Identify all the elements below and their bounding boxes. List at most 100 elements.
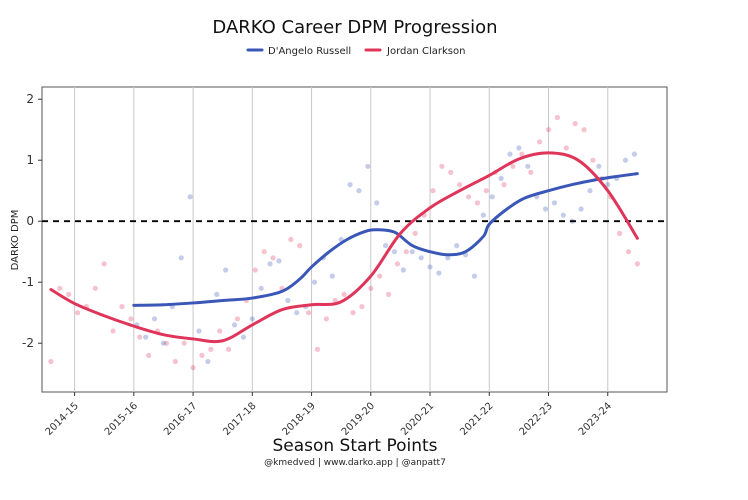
- scatter-point: [596, 163, 602, 169]
- scatter-point: [625, 249, 632, 255]
- legend-label-clarkson: Jordan Clarkson: [386, 46, 465, 57]
- scatter-points: [48, 114, 640, 371]
- scatter-point: [214, 291, 220, 297]
- scatter-point: [323, 316, 329, 322]
- scatter-point: [489, 194, 495, 200]
- scatter-point: [634, 261, 640, 267]
- scatter-point: [341, 291, 347, 297]
- scatter-point: [430, 188, 436, 194]
- x-tick-label: 2016-17: [162, 401, 199, 438]
- scatter-point: [231, 322, 238, 328]
- scatter-point: [631, 151, 638, 157]
- scatter-point: [445, 255, 451, 261]
- scatter-point: [128, 316, 134, 322]
- scatter-point: [294, 310, 300, 316]
- y-tick-label: 0: [26, 214, 34, 228]
- scatter-point: [48, 358, 54, 365]
- scatter-point: [359, 304, 365, 310]
- scatter-point: [178, 255, 184, 261]
- scatter-point: [427, 264, 433, 270]
- scatter-point: [471, 273, 478, 279]
- scatter-point: [190, 365, 196, 371]
- x-axis-title: Season Start Points: [272, 436, 437, 456]
- scatter-point: [285, 297, 291, 304]
- scatter-point: [146, 352, 152, 358]
- scatter-point: [226, 346, 232, 352]
- scatter-point: [385, 291, 392, 297]
- scatter-point: [560, 212, 566, 218]
- scatter-point: [305, 310, 312, 316]
- scatter-point: [525, 163, 531, 169]
- scatter-point: [448, 169, 454, 175]
- y-axis-title: DARKO DPM: [10, 210, 21, 271]
- scatter-point: [454, 243, 460, 249]
- scatter-point: [181, 340, 187, 346]
- x-tick-label: 2022-23: [518, 401, 555, 438]
- scatter-point: [199, 352, 205, 358]
- scatter-point: [474, 200, 481, 206]
- scatter-point: [261, 249, 267, 255]
- scatter-point: [551, 200, 558, 206]
- scatter-point: [267, 261, 273, 267]
- scatter-point: [383, 243, 389, 249]
- scatter-point: [519, 151, 525, 157]
- scatter-point: [439, 163, 445, 169]
- scatter-point: [314, 346, 321, 352]
- scatter-point: [249, 316, 255, 322]
- scatter-point: [110, 328, 116, 334]
- y-tick-label: -1: [22, 275, 34, 289]
- scatter-point: [163, 340, 170, 346]
- scatter-point: [617, 230, 623, 236]
- scatter-point: [436, 270, 442, 276]
- scatter-point: [234, 316, 241, 322]
- scatter-point: [409, 249, 415, 255]
- scatter-point: [270, 255, 276, 261]
- scatter-point: [66, 291, 72, 297]
- scatter-point: [143, 334, 149, 340]
- scatter-point: [572, 121, 578, 127]
- scatter-point: [350, 310, 356, 316]
- scatter-point: [528, 169, 534, 175]
- smoothed-lines: [49, 151, 639, 344]
- scatter-point: [205, 358, 211, 365]
- scatter-point: [483, 188, 489, 194]
- scatter-point: [563, 145, 569, 151]
- chart-title: DARKO Career DPM Progression: [212, 17, 497, 38]
- x-tick-label: 2015-16: [103, 401, 140, 438]
- scatter-point: [400, 267, 406, 273]
- scatter-point: [587, 188, 593, 194]
- scatter-point: [196, 328, 202, 334]
- y-tick-label: 2: [26, 92, 34, 106]
- x-tick-label: 2020-21: [399, 401, 436, 438]
- y-axis-ticks: -2 -1 0 1 2: [22, 92, 42, 350]
- scatter-point: [347, 182, 353, 188]
- chart-caption: @kmedved | www.darko.app | @anpatt7: [264, 458, 446, 468]
- scatter-point: [394, 261, 401, 267]
- scatter-point: [258, 285, 264, 291]
- scatter-point: [240, 334, 247, 340]
- x-tick-label: 2019-20: [340, 401, 377, 438]
- scatter-point: [578, 206, 584, 212]
- scatter-point: [160, 340, 167, 346]
- y-tick-label: -2: [22, 336, 34, 350]
- scatter-point: [297, 243, 303, 249]
- scatter-point: [252, 267, 258, 273]
- scatter-point: [101, 261, 107, 267]
- scatter-point: [465, 194, 472, 200]
- scatter-point: [329, 273, 335, 279]
- scatter-point: [403, 249, 409, 255]
- scatter-point: [537, 139, 543, 145]
- scatter-point: [172, 358, 178, 365]
- scatter-point: [365, 163, 371, 169]
- scatter-point: [412, 230, 418, 236]
- scatter-point: [57, 285, 63, 291]
- x-tick-label: 2021-22: [458, 401, 495, 438]
- scatter-point: [223, 267, 229, 273]
- scatter-point: [498, 175, 504, 182]
- legend: D'Angelo Russell Jordan Clarkson: [246, 46, 465, 57]
- scatter-point: [457, 182, 463, 188]
- scatter-point: [276, 258, 282, 264]
- series-line-russell: [132, 172, 639, 307]
- scatter-point: [507, 151, 513, 157]
